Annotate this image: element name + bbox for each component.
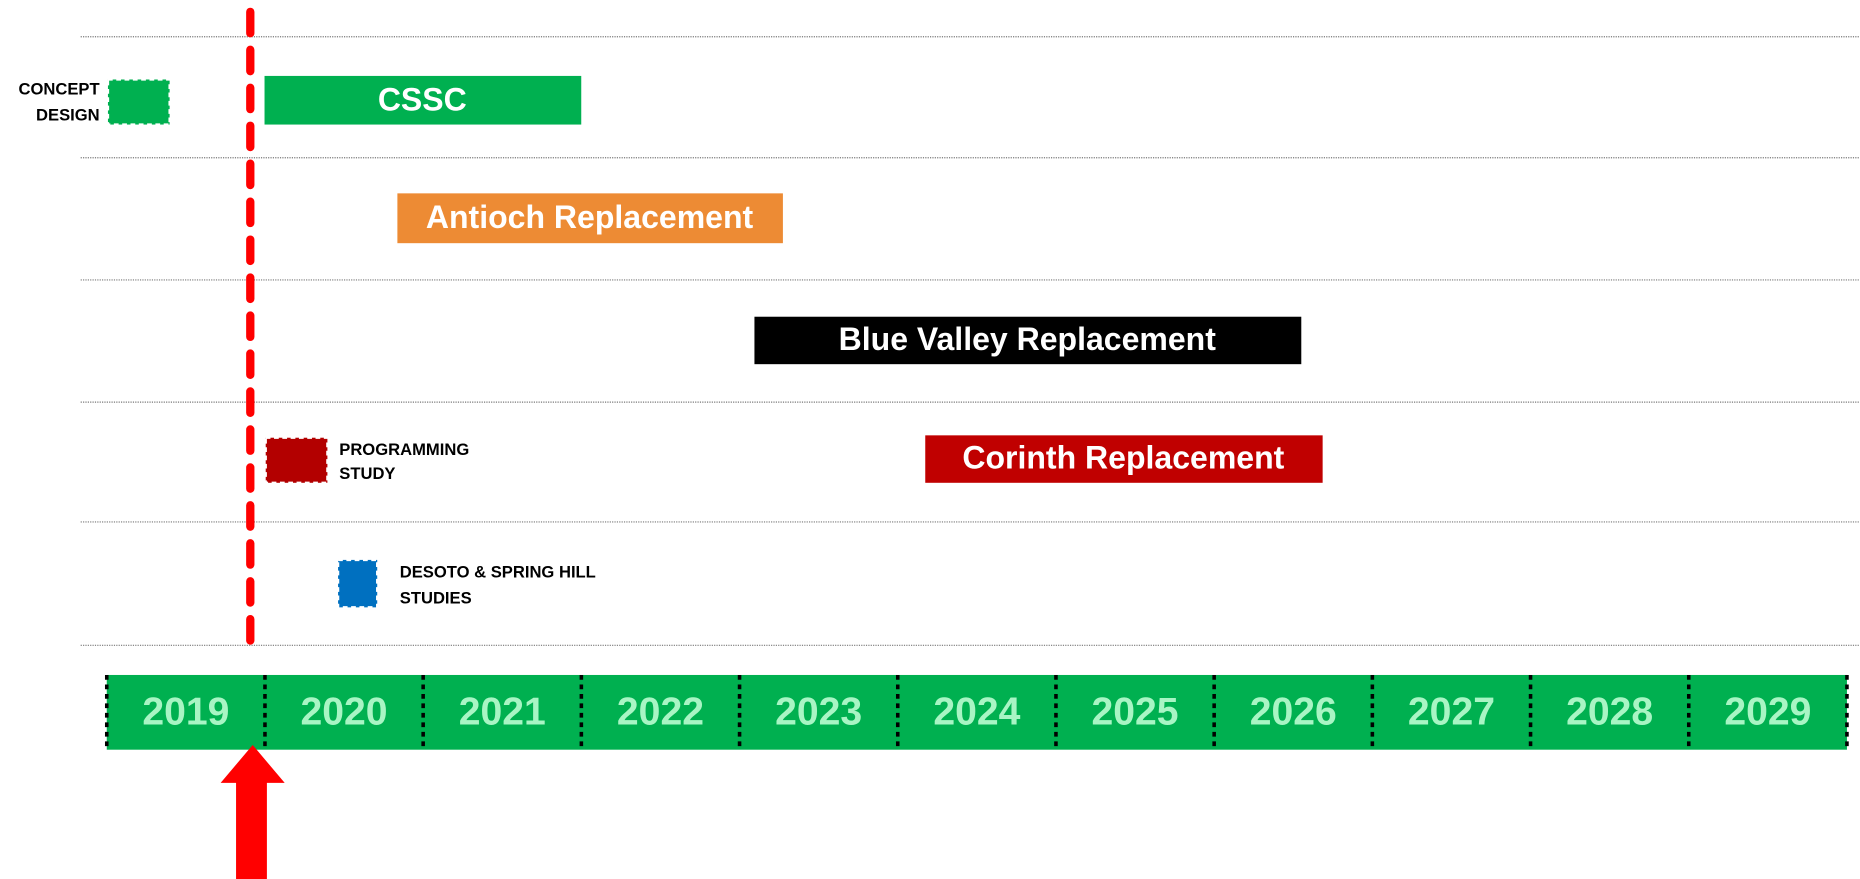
task-label: CSSC (378, 81, 467, 117)
row-lines (80, 36, 1860, 646)
task-label: Antioch Replacement (426, 199, 754, 235)
year-label: 2021 (459, 690, 546, 733)
year-label: 2027 (1408, 690, 1495, 733)
task-label: Corinth Replacement (962, 440, 1284, 476)
task-bar (264, 75, 582, 125)
task-bar (754, 316, 1302, 365)
milestone-box (106, 78, 171, 126)
milestone-label: STUDIES (400, 588, 472, 607)
year-label: 2029 (1724, 690, 1811, 733)
task-bar (925, 435, 1323, 483)
milestone-label: STUDY (339, 464, 395, 483)
milestone-box (336, 558, 379, 609)
year-label: 2028 (1566, 690, 1653, 733)
year-band (106, 674, 1847, 750)
year-label: 2022 (617, 690, 704, 733)
year-label: 2024 (933, 690, 1020, 733)
year-label: 2020 (301, 690, 388, 733)
year-label: 2025 (1092, 690, 1179, 733)
year-label: 2019 (142, 690, 229, 733)
today-arrow (220, 744, 285, 879)
task-label: Blue Valley Replacement (839, 321, 1217, 357)
milestone-label: CONCEPT (19, 80, 100, 99)
milestone-label: DESOTO & SPRING HILL (400, 562, 596, 581)
milestone-label: DESIGN (36, 106, 100, 125)
task-bar (397, 193, 783, 244)
year-cells: 2019 2020 2021 2022 2023 2024 2025 2026 2027 2028… (104, 674, 1849, 750)
year-label: 2023 (775, 690, 862, 733)
year-label: 2026 (1250, 690, 1337, 733)
milestone-label: PROGRAMMING (339, 440, 469, 459)
milestone-box (264, 436, 329, 484)
